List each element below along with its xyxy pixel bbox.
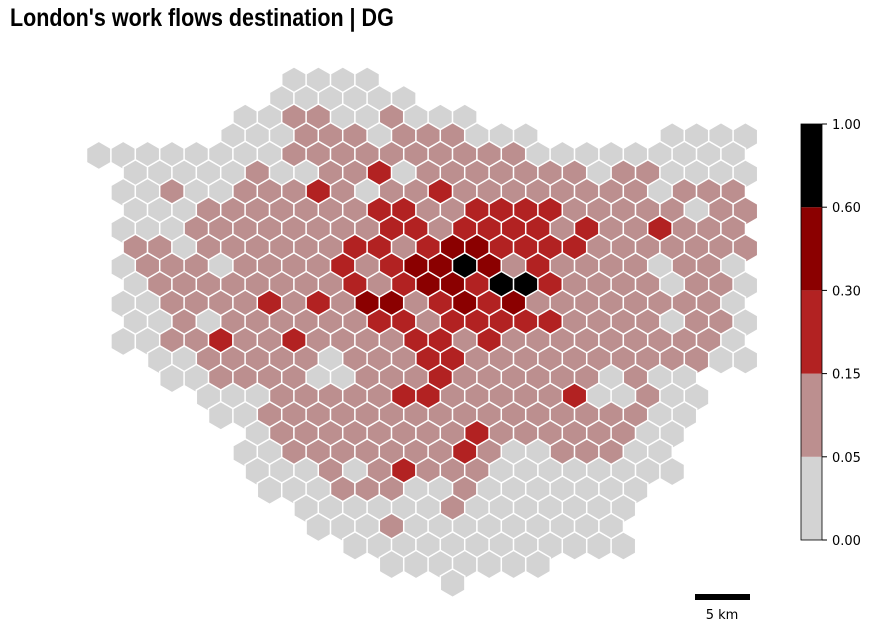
colorbar-segment (801, 456, 822, 540)
colorbar-segment (801, 124, 822, 208)
colorbar-tick-label: 0.15 (832, 368, 861, 383)
map-title: London's work flows destination | DG (10, 4, 394, 32)
hex-cell (659, 456, 686, 487)
colorbar-outline (800, 123, 823, 541)
scale-bar-label: 5 km (706, 608, 739, 623)
hex-cell (610, 530, 637, 562)
colorbar-segment (801, 290, 822, 374)
colorbar-segment (801, 207, 822, 291)
colorbar (800, 123, 823, 541)
hex-cell (524, 549, 552, 580)
colorbar-tick-label: 0.05 (832, 451, 861, 466)
colorbar-tick-label: 1.00 (832, 118, 861, 133)
scale-bar-line (695, 594, 750, 600)
colorbar-segment (801, 373, 822, 457)
colorbar-tick-label: 0.30 (832, 284, 861, 299)
colorbar-ticks: 0.00 0.05 0.15 0.30 0.60 1.00 (822, 118, 861, 549)
colorbar-tick-label: 0.00 (832, 534, 861, 549)
colorbar-tick-label: 0.60 (832, 201, 861, 216)
scale-bar: 5 km (695, 594, 750, 623)
hex-grid (85, 65, 759, 599)
hex-cell (732, 344, 759, 376)
hex-cell (439, 568, 466, 599)
